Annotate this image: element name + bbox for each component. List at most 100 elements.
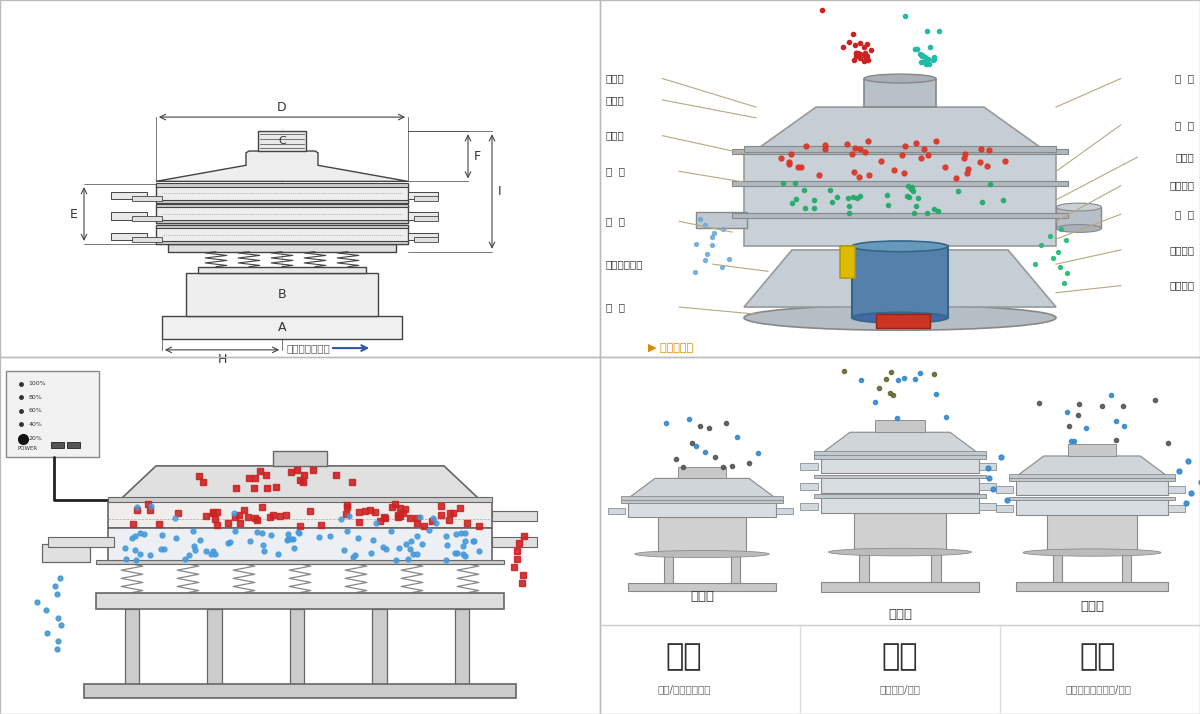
Bar [744, 216, 1056, 246]
Bar [156, 200, 408, 203]
Bar [1168, 505, 1184, 511]
Bar [1009, 478, 1175, 481]
Bar [132, 236, 162, 242]
Bar [156, 204, 408, 223]
Bar [800, 463, 818, 471]
Bar [822, 476, 978, 493]
Bar [156, 241, 408, 244]
Bar [822, 496, 978, 513]
Text: 运输固定螺栓: 运输固定螺栓 [606, 259, 643, 269]
Bar [156, 183, 408, 187]
Ellipse shape [1056, 224, 1102, 233]
Bar [800, 503, 818, 510]
Bar [84, 684, 516, 698]
Bar [208, 608, 222, 685]
Bar [162, 316, 402, 339]
Bar [822, 456, 978, 473]
Polygon shape [822, 432, 978, 453]
Bar [1056, 207, 1102, 228]
Bar [859, 552, 870, 583]
Bar [800, 483, 818, 490]
Bar [732, 213, 1068, 218]
Text: 筛  网: 筛 网 [1175, 74, 1194, 84]
Text: 除杂: 除杂 [1080, 643, 1116, 672]
Bar [744, 151, 1056, 182]
Bar [744, 146, 1056, 152]
Bar [852, 246, 948, 318]
Text: I: I [498, 185, 502, 198]
Text: A: A [277, 321, 287, 334]
Bar [414, 236, 438, 242]
Text: 下部重锤: 下部重锤 [1169, 281, 1194, 291]
Polygon shape [628, 478, 776, 498]
Bar [168, 244, 396, 252]
Bar [815, 475, 985, 478]
Bar [678, 467, 726, 478]
Bar [1016, 582, 1168, 590]
Bar [1016, 479, 1168, 496]
Bar [875, 420, 925, 432]
Text: 束  环: 束 环 [606, 166, 625, 176]
Bar [1016, 498, 1168, 515]
Bar [108, 501, 492, 528]
Bar [455, 608, 469, 685]
Bar [996, 505, 1013, 511]
Bar [408, 233, 438, 240]
Bar [414, 216, 438, 221]
Bar [156, 226, 408, 244]
Bar [732, 181, 1068, 186]
Polygon shape [744, 250, 1056, 307]
Ellipse shape [828, 548, 972, 556]
Bar [815, 455, 985, 458]
Bar [132, 196, 162, 201]
Text: 网  架: 网 架 [1175, 120, 1194, 130]
Bar [822, 583, 978, 591]
Bar [776, 508, 793, 514]
Text: 40%: 40% [29, 422, 43, 427]
Bar [931, 552, 941, 583]
Text: 筛  盘: 筛 盘 [1175, 209, 1194, 219]
Bar [864, 79, 936, 107]
Bar [108, 497, 492, 501]
Bar [112, 233, 148, 240]
Text: 20%: 20% [29, 436, 43, 441]
Text: 100%: 100% [29, 381, 47, 386]
Bar [96, 593, 504, 608]
Bar [125, 608, 139, 685]
Ellipse shape [852, 313, 948, 323]
Text: 出料口: 出料口 [606, 131, 625, 141]
Text: POWER: POWER [18, 446, 38, 451]
Text: ▶ 结构示意图: ▶ 结构示意图 [648, 343, 694, 353]
Bar [978, 483, 996, 490]
Text: 三层式: 三层式 [888, 608, 912, 620]
Text: 去除异物/结块: 去除异物/结块 [880, 684, 920, 694]
Ellipse shape [635, 550, 769, 558]
Bar [978, 463, 996, 471]
Bar [1068, 444, 1116, 456]
Bar [156, 184, 408, 203]
Text: 进料口: 进料口 [606, 74, 625, 84]
Text: 弹  簧: 弹 簧 [606, 216, 625, 226]
Text: 去除液体中的颗粒/异物: 去除液体中的颗粒/异物 [1066, 684, 1132, 694]
Bar [112, 213, 148, 220]
Bar [744, 184, 1056, 214]
Bar [156, 204, 408, 208]
Bar [1048, 515, 1136, 553]
Polygon shape [1016, 456, 1168, 476]
Ellipse shape [852, 241, 948, 252]
Bar [67, 443, 80, 448]
Text: 分级: 分级 [666, 643, 702, 672]
Bar [1009, 497, 1175, 501]
Bar [108, 528, 492, 563]
Bar [42, 544, 90, 563]
Bar [853, 513, 947, 552]
Bar [628, 583, 776, 591]
Bar [664, 554, 673, 583]
Ellipse shape [864, 74, 936, 83]
Text: 颗粒/粉末准确分级: 颗粒/粉末准确分级 [658, 684, 710, 694]
Bar [408, 192, 438, 199]
Text: 机  座: 机 座 [606, 302, 625, 312]
Text: E: E [70, 208, 78, 221]
Ellipse shape [1024, 549, 1160, 556]
Bar [274, 451, 326, 466]
